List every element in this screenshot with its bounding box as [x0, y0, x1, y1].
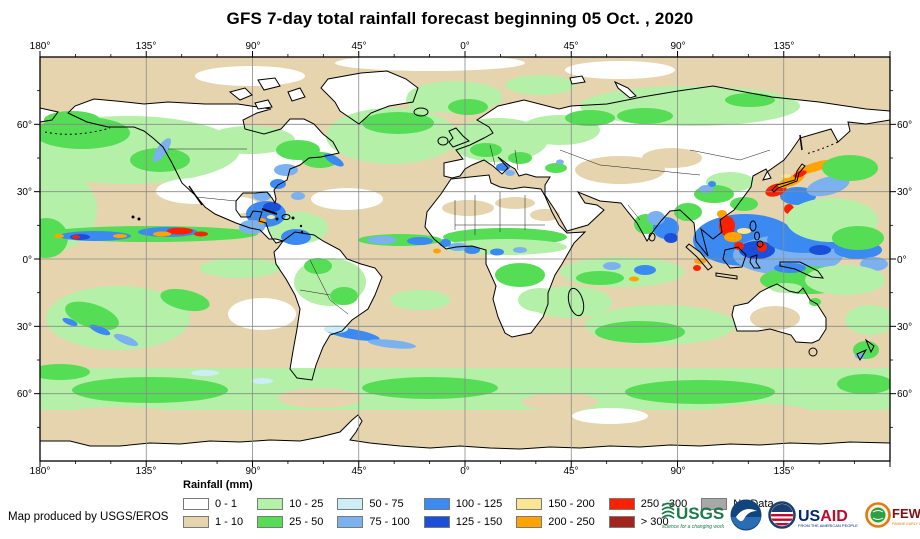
legend-swatch — [516, 516, 543, 528]
legend-item: 10 - 25 — [257, 495, 323, 513]
axis-label: 30° — [17, 187, 32, 198]
svg-text:USAID: USAID — [798, 508, 848, 525]
axis-bottom: 180° 135° 90° 45° 0° 45° 90° 135° — [30, 466, 795, 477]
axis-label: 135° — [774, 41, 795, 52]
usgs-logo-tagline: science for a changing world — [662, 524, 724, 530]
small-island-dots — [131, 215, 304, 234]
rainfall-layer — [40, 57, 890, 424]
axis-label: 45° — [563, 466, 578, 477]
axis-label: 60° — [897, 389, 912, 400]
legend-item: 100 - 125 — [423, 495, 502, 513]
legend-swatch — [608, 498, 635, 510]
axis-right: 60° 30° 0° 30° 60° — [897, 120, 912, 400]
fewsnet-logo: FEWS NET FAMINE EARLY WARNING SYSTEMS NE… — [865, 502, 920, 528]
legend-item: 150 - 200 — [516, 495, 595, 513]
axis-label: 0° — [897, 255, 907, 266]
legend-item: 0 - 1 — [183, 495, 243, 513]
axis-label: 60° — [17, 389, 32, 400]
fewsnet-logo-text: FEWS NET — [892, 506, 920, 521]
axis-label: 30° — [897, 187, 912, 198]
usaid-logo: USAID FROM THE AMERICAN PEOPLE — [768, 501, 858, 529]
islands — [44, 107, 875, 362]
map-credit: Map produced by USGS/EROS — [8, 511, 169, 523]
legend: Rainfall (mm) 0 - 1 1 - 10 10 - 25 25 - … — [183, 479, 774, 531]
axis-label: 135° — [774, 466, 795, 477]
logo-strip: USGS science for a changing world USAID … — [660, 496, 920, 534]
axis-label: 30° — [17, 322, 32, 333]
axis-top: 180° 135° 90° 45° 0° 45° 90° 135° — [30, 41, 795, 52]
legend-item: 50 - 75 — [337, 495, 409, 513]
axis-label: 0° — [22, 255, 32, 266]
usaid-logo-text-us: US — [798, 508, 821, 525]
axis-label: 135° — [136, 466, 157, 477]
noaa-logo — [730, 499, 762, 531]
legend-swatch — [423, 498, 450, 510]
axis-left: 60° 30° 0° 30° 60° — [17, 120, 32, 400]
axis-label: 180° — [30, 466, 51, 477]
usaid-logo-text-aid: AID — [820, 508, 848, 525]
axis-label: 45° — [351, 466, 366, 477]
legend-swatch — [183, 516, 209, 528]
legend-swatch — [183, 498, 209, 510]
axis-label: 60° — [897, 120, 912, 131]
axis-label: 90° — [245, 41, 260, 52]
axis-label: 45° — [351, 41, 366, 52]
usaid-logo-tagline: FROM THE AMERICAN PEOPLE — [798, 523, 858, 528]
axis-label: 60° — [17, 120, 32, 131]
axis-label: 0° — [460, 41, 470, 52]
fewsnet-logo-tagline: FAMINE EARLY WARNING SYSTEMS NETWORK — [892, 522, 920, 526]
legend-swatch — [608, 516, 635, 528]
page-title: GFS 7-day total rainfall forecast beginn… — [226, 9, 694, 28]
axis-ticks — [34, 51, 896, 467]
axis-label: 0° — [460, 466, 470, 477]
axis-label: 180° — [30, 41, 51, 52]
legend-swatch — [337, 516, 364, 528]
legend-item: 75 - 100 — [337, 513, 410, 531]
legend-grid: 0 - 1 1 - 10 10 - 25 25 - 50 50 - 75 75 … — [183, 495, 774, 531]
axis-label: 90° — [670, 466, 685, 477]
legend-swatch — [257, 498, 284, 510]
axis-label: 45° — [563, 41, 578, 52]
legend-swatch — [516, 498, 543, 510]
legend-title: Rainfall (mm) — [183, 479, 253, 491]
axis-label: 90° — [670, 41, 685, 52]
legend-swatch — [337, 498, 364, 510]
legend-item: 200 - 250 — [516, 513, 595, 531]
axis-label: 30° — [897, 322, 912, 333]
legend-item: 1 - 10 — [183, 513, 243, 531]
axis-label: 90° — [245, 466, 260, 477]
legend-item: 25 - 50 — [257, 513, 323, 531]
legend-swatch — [423, 516, 450, 528]
legend-item: > 300 — [608, 513, 687, 531]
usgs-logo-text: USGS — [676, 504, 724, 523]
legend-item: 125 - 150 — [423, 513, 502, 531]
legend-swatch — [701, 498, 728, 510]
rainfall-map: 180° 135° 90° 45° 0° 45° 90° 135° 180° 1… — [17, 41, 912, 477]
legend-swatch — [257, 516, 284, 528]
country-borders — [168, 144, 771, 315]
usgs-logo: USGS science for a changing world — [661, 502, 724, 530]
axis-label: 135° — [136, 41, 157, 52]
arctic-islands — [228, 75, 637, 110]
